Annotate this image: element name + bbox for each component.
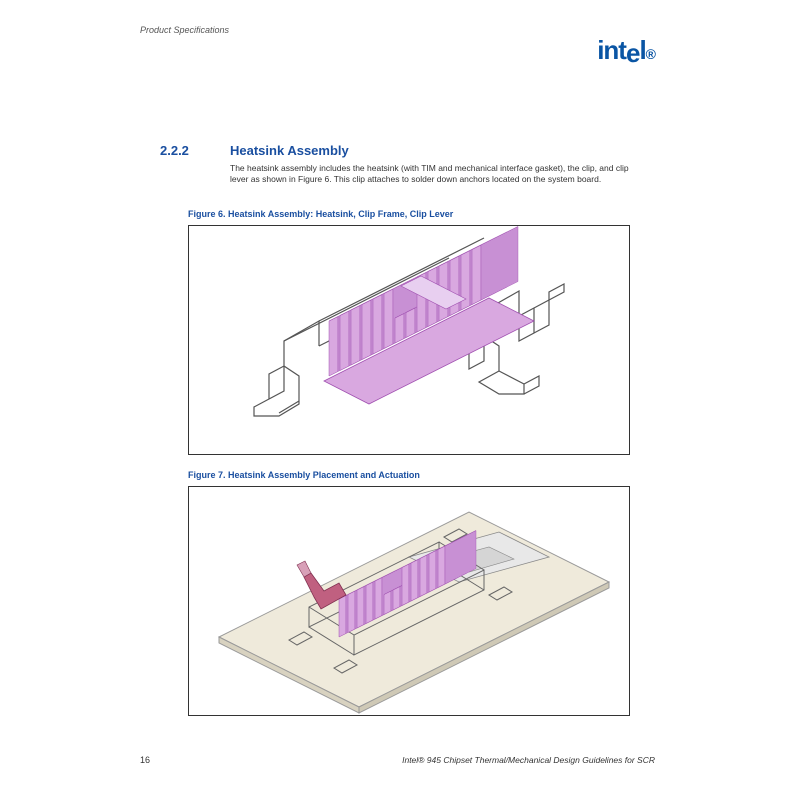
intel-logo: intel® xyxy=(597,35,655,66)
figure6-box xyxy=(188,225,630,455)
document-page: Product Specifications intel® 2.2.2 Heat… xyxy=(130,25,660,765)
footer-doc-title: Intel® 945 Chipset Thermal/Mechanical De… xyxy=(402,755,655,765)
figure6-caption: Figure 6. Heatsink Assembly: Heatsink, C… xyxy=(188,209,453,219)
page-number: 16 xyxy=(140,755,150,765)
section-number: 2.2.2 xyxy=(160,143,189,158)
section-body: The heatsink assembly includes the heats… xyxy=(230,163,630,186)
figure7-svg xyxy=(189,487,629,715)
section-title: Heatsink Assembly xyxy=(230,143,349,158)
header-product-spec: Product Specifications xyxy=(140,25,229,35)
figure7-caption: Figure 7. Heatsink Assembly Placement an… xyxy=(188,470,420,480)
figure7-box xyxy=(188,486,630,716)
figure6-svg xyxy=(189,226,629,454)
